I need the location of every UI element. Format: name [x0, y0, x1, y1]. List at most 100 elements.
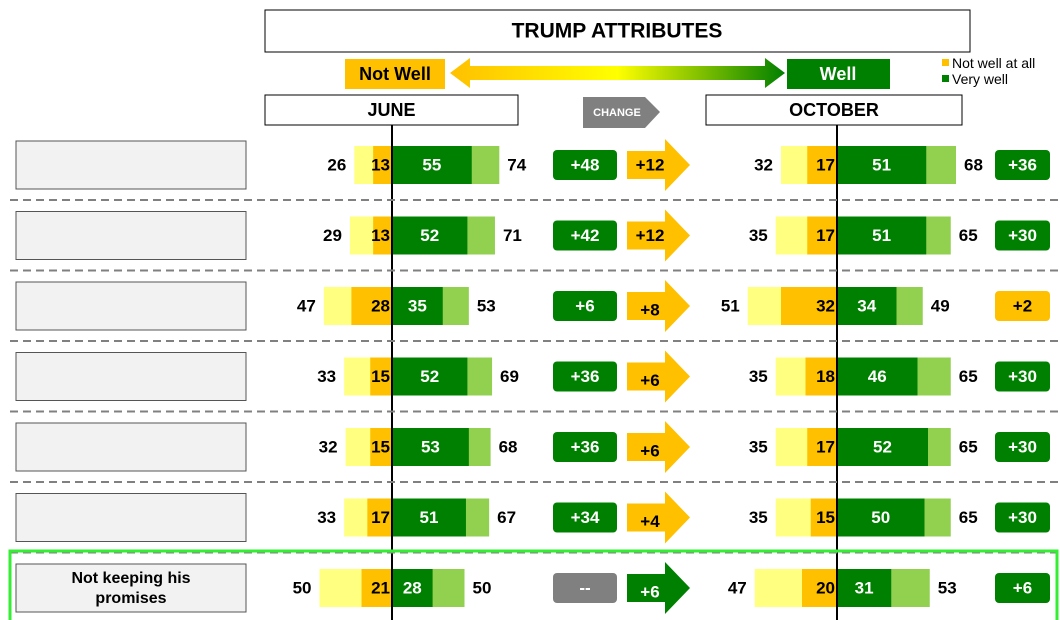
not-well-at-all-label: 17: [371, 508, 390, 527]
change-arrow: [627, 421, 690, 473]
change-arrow: [627, 280, 690, 332]
net-box: [553, 432, 617, 462]
not-well-at-all-bar: [370, 357, 392, 396]
net-box: [553, 150, 617, 180]
not-well-at-all-bar: [370, 428, 392, 466]
well-label: 65: [959, 438, 978, 457]
not-well-at-all-label: 20: [816, 579, 835, 598]
net-label: +36: [571, 438, 600, 457]
not-well-at-all-label: 32: [816, 297, 835, 316]
net-label: +30: [1008, 367, 1037, 386]
net-box: [995, 573, 1050, 603]
change-arrow: [627, 139, 690, 191]
net-label: +30: [1008, 226, 1037, 245]
change-arrow: [583, 97, 660, 128]
not-well-at-all-label: 28: [371, 297, 390, 316]
chart-title: TRUMP ATTRIBUTES: [512, 20, 723, 43]
net-label: +2: [1013, 297, 1032, 316]
legend-swatch: [942, 59, 949, 66]
net-label: +36: [1008, 156, 1037, 175]
very-well-label: 52: [420, 226, 439, 245]
category-label: Not keeping his promises: [71, 570, 190, 607]
not-well-at-all-bar: [373, 146, 392, 184]
category-box: [15, 563, 247, 613]
net-box: [995, 150, 1050, 180]
very-well-label: 51: [872, 156, 891, 175]
net-box: [553, 291, 617, 321]
category-box: [15, 422, 247, 472]
net-box: [995, 220, 1050, 251]
very-well-bar: [837, 498, 925, 537]
net-label: +48: [571, 156, 600, 175]
change-label: +8: [640, 301, 659, 320]
not-well-label: 50: [293, 579, 312, 598]
very-well-bar: [392, 357, 468, 396]
very-well-label: 51: [420, 508, 439, 527]
not-well-label: 35: [749, 438, 768, 457]
change-label: +4: [640, 512, 660, 531]
not-well-at-all-label: 15: [371, 438, 390, 457]
change-label: +6: [640, 442, 659, 461]
net-box: [995, 432, 1050, 462]
category-box: [15, 211, 247, 260]
not-well-label: 29: [323, 226, 342, 245]
net-box: [553, 573, 617, 603]
category-box: [15, 352, 247, 401]
not-well-at-all-bar: [807, 216, 837, 255]
very-well-bar: [392, 287, 443, 325]
well-label: 65: [959, 367, 978, 386]
change-arrow: [627, 350, 690, 403]
not-well-at-all-bar: [373, 216, 392, 255]
very-well-bar: [837, 146, 927, 184]
very-well-label: 52: [873, 438, 892, 457]
very-well-label: 52: [420, 367, 439, 386]
very-well-label: 51: [872, 226, 891, 245]
not-well-at-all-bar: [807, 428, 837, 466]
net-box: [995, 291, 1050, 321]
panel-header-box: [705, 94, 963, 126]
change-arrow: [627, 562, 690, 614]
category-box: [15, 493, 247, 542]
net-label: +36: [571, 367, 600, 386]
legend-label: Not well at all: [952, 55, 1035, 71]
highlight-frame: [8, 549, 1059, 620]
very-well-bar: [837, 287, 897, 325]
well-label: 68: [964, 156, 983, 175]
not-well-label: 35: [749, 367, 768, 386]
very-well-bar: [837, 216, 927, 255]
net-label: +34: [571, 508, 600, 527]
very-well-bar: [837, 357, 918, 396]
very-well-label: 53: [421, 438, 440, 457]
change-header: CHANGE: [593, 107, 641, 119]
well-label: 65: [959, 226, 978, 245]
not-well-label: 26: [327, 156, 346, 175]
not-well-at-all-label: 18: [816, 367, 835, 386]
well-label: 53: [938, 579, 957, 598]
very-well-label: 50: [871, 508, 890, 527]
not-well-at-all-bar: [802, 569, 837, 607]
well-label: 49: [931, 297, 950, 316]
net-box: [995, 361, 1050, 392]
well-label: 69: [500, 367, 519, 386]
well-label: 50: [473, 579, 492, 598]
well-label: Well: [820, 64, 857, 84]
well-label: 67: [497, 508, 516, 527]
very-well-bar: [837, 569, 892, 607]
net-label: +6: [1013, 579, 1032, 598]
not-well-label: 47: [297, 297, 316, 316]
change-label: +6: [640, 371, 659, 390]
legend-label: Very well: [952, 71, 1008, 87]
very-well-bar: [392, 569, 433, 607]
net-label: +42: [571, 226, 600, 245]
not-well-label: 35: [749, 508, 768, 527]
panel-header: OCTOBER: [789, 100, 879, 120]
very-well-label: 35: [408, 297, 427, 316]
not-well-at-all-label: 15: [816, 508, 835, 527]
change-label: +6: [640, 583, 659, 602]
not-well-at-all-bar: [810, 498, 837, 537]
not-well-at-all-bar: [805, 357, 837, 396]
net-label: +30: [1008, 508, 1037, 527]
not-well-label: 32: [319, 438, 338, 457]
very-well-label: 55: [422, 156, 441, 175]
not-well-label: 51: [721, 297, 740, 316]
